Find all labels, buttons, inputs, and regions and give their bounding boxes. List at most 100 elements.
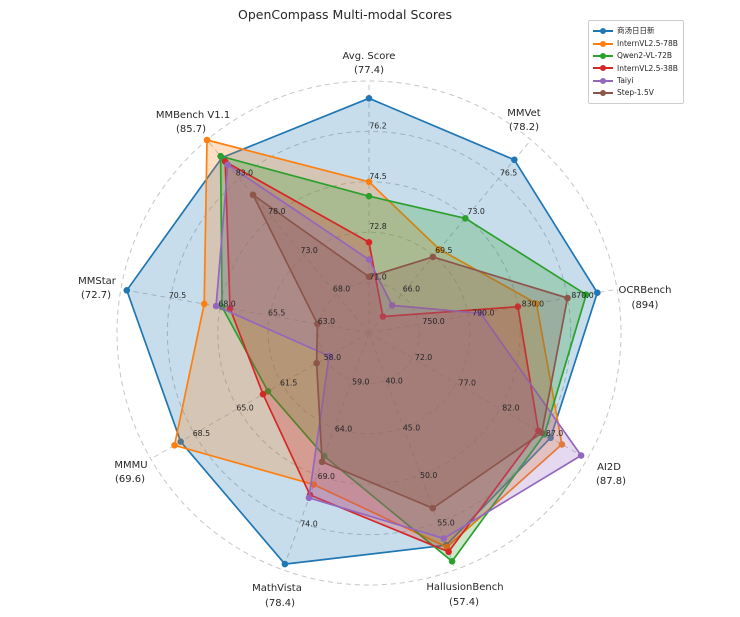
series-point [123,287,131,294]
legend-series-marker-icon [593,40,613,48]
legend-item: Qwen2-VL-72B [593,50,677,62]
axis-name-label: AI2D [597,462,621,473]
series-line [125,97,599,565]
series-point [429,504,437,512]
legend-series-marker-icon [593,77,613,85]
grid-spoke [368,332,456,570]
tick-label: 71.0 [369,273,386,282]
series-point [313,359,320,367]
series-point [305,494,313,502]
series-point [318,458,326,466]
tick-label: 64.0 [335,425,352,434]
grid-spoke [120,288,370,334]
series-point [365,95,373,102]
axis-score-label: (78.4) [265,598,295,609]
tick-label: 76.2 [369,121,386,130]
series-point [511,156,518,164]
legend-label: 商汤日日新 [617,26,655,36]
legend-label: InternVL2.5-38B [617,63,678,73]
series-point [448,558,456,565]
series-line [224,160,540,553]
tick-label: 76.5 [500,169,517,178]
tick-label: 83.0 [236,169,253,178]
axis-score-label: (57.4) [449,597,479,608]
series-point [547,434,554,442]
series-point [514,303,522,311]
tick-label: 65.5 [268,309,285,318]
series-area [253,194,568,509]
series-point [259,390,267,398]
series-point [594,289,601,297]
grid-ring [267,231,471,435]
series-point [281,560,289,568]
series-line [215,163,582,540]
tick-label: 70.5 [169,291,186,300]
tick-label: 78.0 [268,207,285,216]
tick-label: 74.0 [300,519,317,528]
axis-score-label: (85.7) [176,124,206,135]
series-point [429,253,437,261]
series-point [445,548,452,556]
tick-label: 72.8 [369,222,386,231]
series-area [126,98,598,565]
series-point [477,310,485,317]
tick-label: 58.0 [324,353,341,362]
series-point [436,245,443,253]
grid-spoke [368,288,618,334]
axis-name-label: MathVista [252,583,302,594]
legend-label: Qwen2-VL-72B [617,51,673,61]
grid-spoke [206,139,370,334]
series-area [216,164,582,539]
series-point [226,305,234,312]
axis-score-label: (894) [632,300,659,311]
legend-item: Step-1.5V [593,87,677,99]
tick-label: 870.0 [571,291,593,300]
tick-label: 82.0 [502,404,519,413]
grid-spoke [282,332,370,570]
series-point [365,192,373,200]
series-area [225,161,539,552]
tick-label: 77.0 [459,378,476,387]
grid-ring [116,80,622,586]
series-point [379,313,387,320]
series-point [217,152,224,160]
series-point [577,452,585,459]
tick-label: 68.0 [218,300,235,309]
tick-label: 55.0 [437,518,454,527]
series-point [212,302,220,310]
legend-item: InternVL2.5-78B [593,37,678,49]
series-point [171,442,178,449]
axis-name-label: MMBench V1.1 [156,110,230,121]
axis-name-label: Avg. Score [343,51,396,62]
series-point [177,438,184,446]
tick-label: 74.5 [369,172,386,181]
series-point [388,302,396,309]
tick-label: 63.0 [318,317,335,326]
series-point [365,178,373,186]
series-point [310,481,318,488]
series-point [365,273,373,281]
series-point [365,256,373,263]
tick-label: 790.0 [472,309,494,318]
tick-label: 73.0 [468,207,485,216]
series-point [314,320,321,328]
axis-name-label: OCRBench [619,285,672,296]
series-area [174,140,562,548]
legend: 商汤日日新 InternVL2.5-78B Qwen2-VL-72B InternVL… [588,20,684,105]
legend-label: Step-1.5V [617,88,654,98]
chart-title: OpenCompass Multi-modal Scores [238,7,452,22]
series-point [533,300,540,307]
tick-label: 59.0 [352,377,369,386]
tick-label: 69.0 [318,472,335,481]
grid-spoke [150,332,370,460]
axis-score-label: (72.7) [81,290,111,301]
series-point [224,161,232,168]
series-area [220,156,587,562]
axis-name-label: MMVet [507,108,540,119]
axis-score-label: (87.8) [596,476,626,487]
legend-item: Taiyi [593,75,677,87]
axis-score-label: (77.4) [354,65,384,76]
legend-label: Taiyi [617,76,634,85]
